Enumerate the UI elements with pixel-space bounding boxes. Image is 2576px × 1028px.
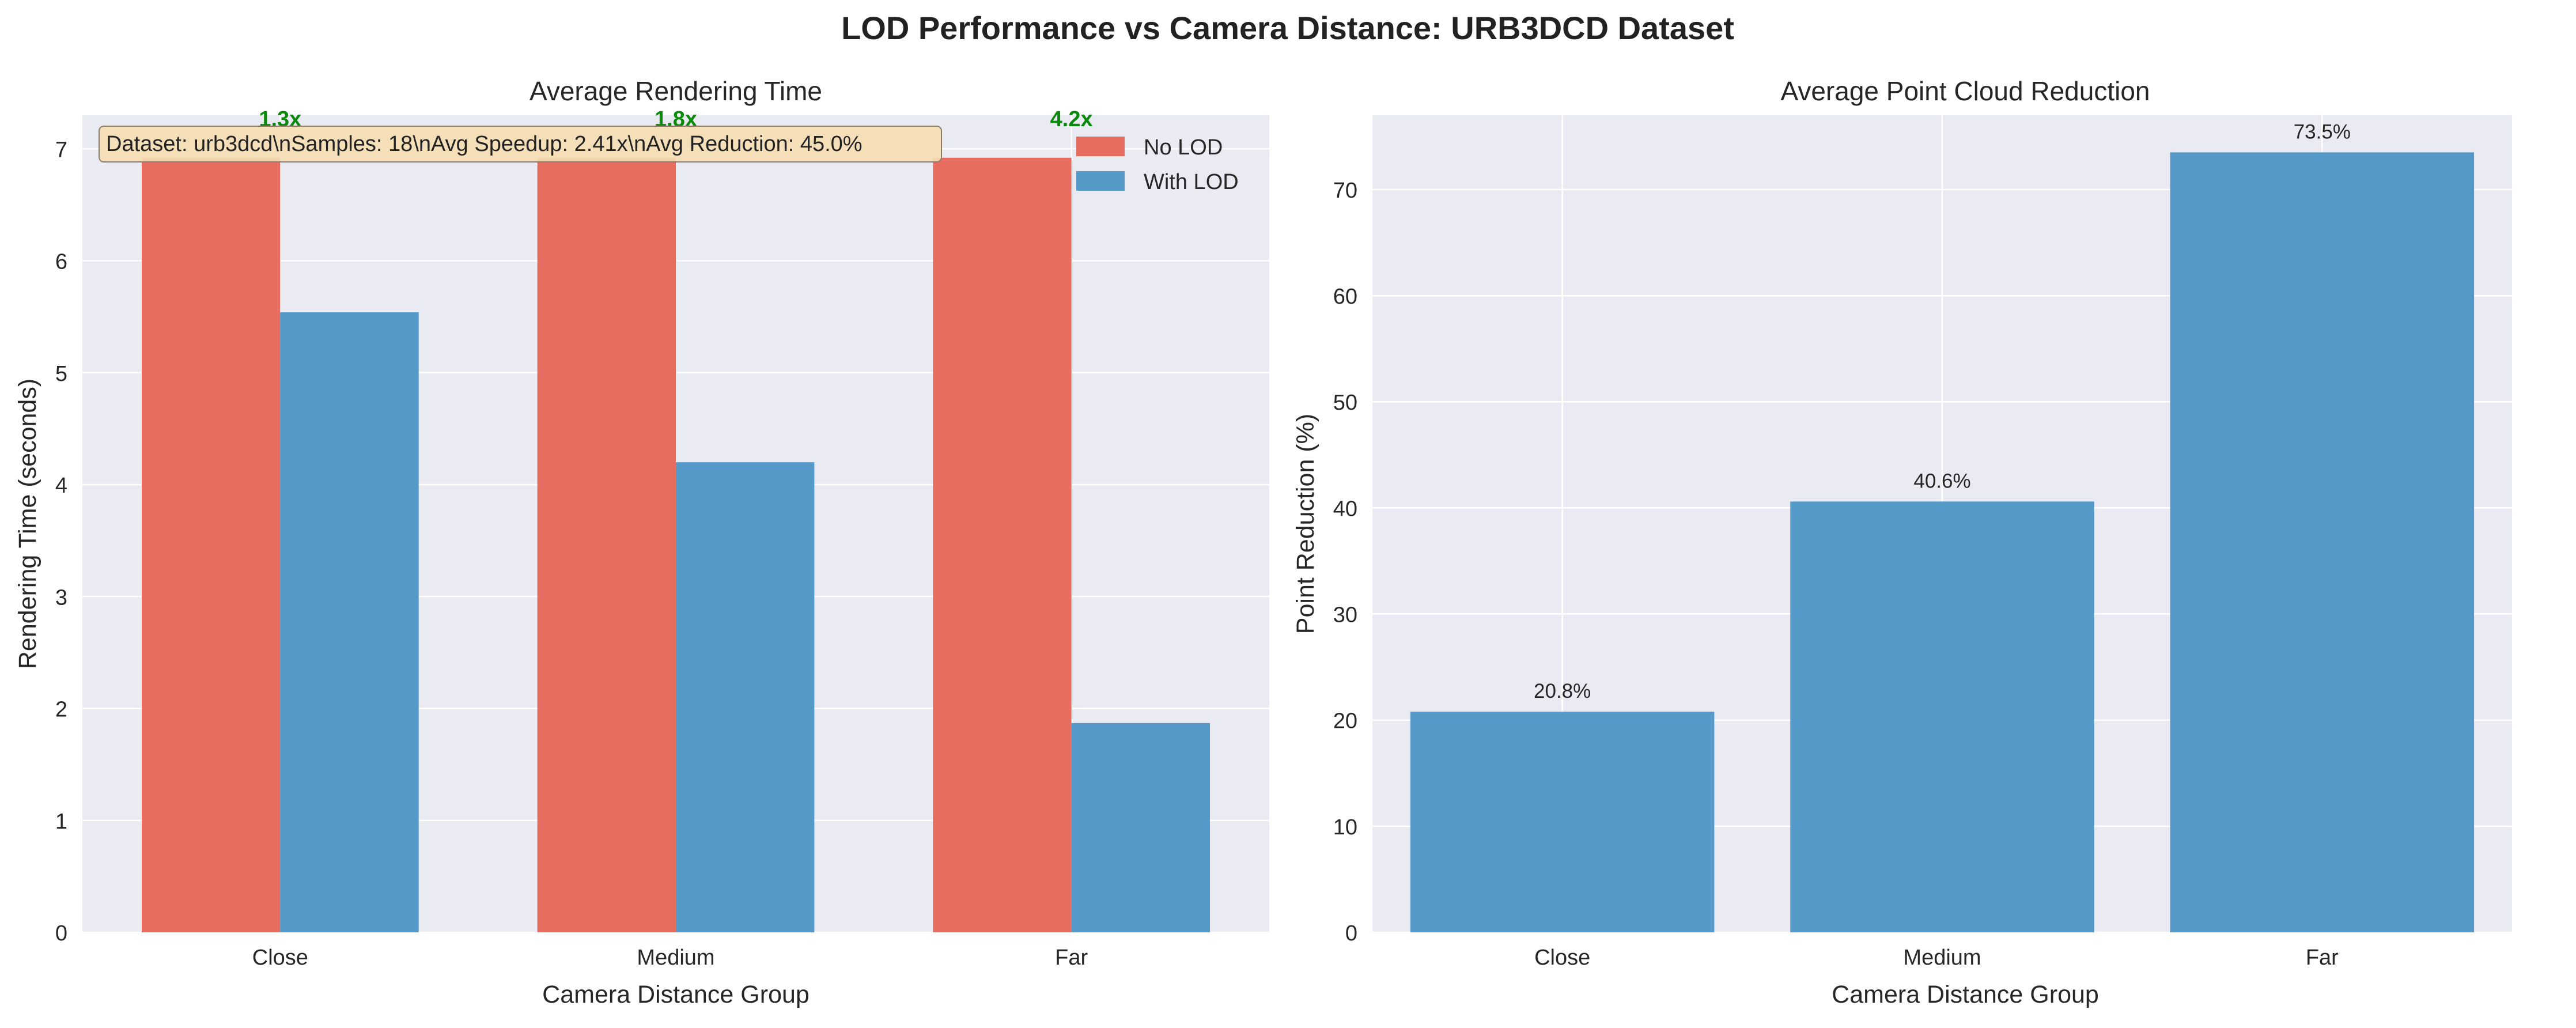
legend: No LOD With LOD [1076,135,1239,194]
bar-with-lod-close [280,312,419,932]
y-tick-label: 0 [55,921,67,946]
y-tick-label: 2 [55,698,67,722]
legend-label-no-lod: No LOD [1144,135,1223,160]
info-box-background [99,126,942,162]
point-reduction-title: Average Point Cloud Reduction [1780,76,2150,106]
bar-value-label: 40.6% [1913,470,1970,492]
bar-with-lod-far [1071,723,1210,932]
bar-with-lod-medium [676,462,815,932]
y-tick-label: 30 [1333,603,1357,628]
bar-value-label: 20.8% [1534,680,1591,702]
y-tick-label: 1 [55,810,67,834]
info-box-text: Dataset: urb3dcd\nSamples: 18\nAvg Speed… [106,132,863,156]
x-tick-label: Medium [1903,946,1981,970]
x-tick-label: Far [2306,946,2339,970]
bar-value-label: 73.5% [2294,120,2351,143]
y-tick-label: 7 [55,138,67,162]
bar-no-lod-close [142,157,281,932]
point-reduction-xlabel: Camera Distance Group [1832,981,2099,1008]
info-box: Dataset: urb3dcd\nSamples: 18\nAvg Speed… [99,126,942,162]
figure-title: LOD Performance vs Camera Distance: URB3… [841,10,1734,46]
x-tick-label: Close [252,946,308,970]
y-tick-label: 10 [1333,815,1357,840]
rendering-time-ylabel: Rendering Time (seconds) [14,379,41,669]
bar-reduction-far [2170,152,2475,932]
bar-reduction-close [1410,711,1715,932]
legend-swatch-no-lod [1076,137,1125,156]
legend-label-with-lod: With LOD [1144,170,1239,194]
rendering-time-title: Average Rendering Time [529,76,822,106]
x-tick-label: Close [1534,946,1590,970]
point-reduction-ylabel: Point Reduction (%) [1292,414,1319,634]
legend-swatch-with-lod [1076,171,1125,191]
x-tick-label: Far [1055,946,1088,970]
y-tick-label: 60 [1333,285,1357,309]
bar-reduction-medium [1790,501,2094,932]
y-tick-label: 0 [1345,921,1357,946]
speedup-label: 4.2x [1050,107,1093,131]
bar-no-lod-far [933,157,1072,932]
point-reduction-chart: 0 10 20 30 40 50 60 70 Close Medium Far 20.8% 40.6… [1292,76,2512,1008]
y-tick-label: 20 [1333,709,1357,734]
bar-no-lod-medium [537,157,676,932]
y-tick-label: 40 [1333,497,1357,521]
y-tick-label: 5 [55,362,67,386]
y-tick-label: 4 [55,474,67,498]
rendering-time-xlabel: Camera Distance Group [542,981,810,1008]
y-tick-label: 50 [1333,391,1357,415]
y-tick-label: 6 [55,250,67,274]
y-tick-label: 70 [1333,179,1357,203]
x-tick-label: Medium [637,946,714,970]
y-tick-label: 3 [55,585,67,610]
